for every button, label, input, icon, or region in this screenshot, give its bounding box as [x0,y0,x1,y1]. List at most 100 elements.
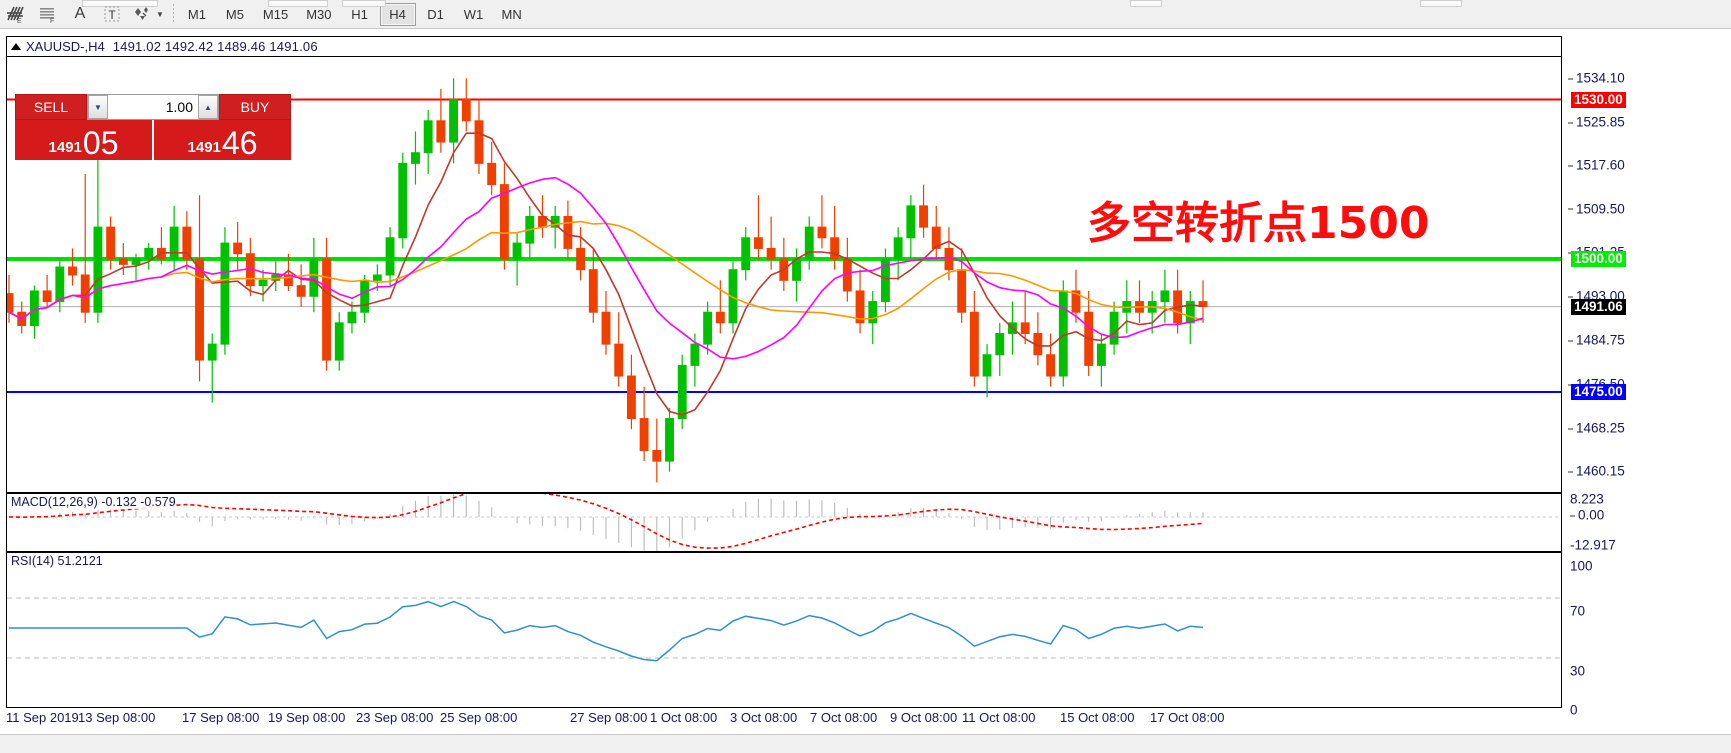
candle [601,290,611,355]
timeframe-m15[interactable]: M15 [262,6,289,22]
candle [1160,269,1170,323]
candle [1109,301,1119,355]
timeframe-mn[interactable]: MN [501,6,522,22]
timeframe-m30[interactable]: M30 [306,6,332,22]
toolbar-handle-right2[interactable] [1420,0,1462,7]
candle [1135,280,1144,323]
candle [855,269,865,334]
trade-panel-top: SELL ▼ 1.00 ▲ BUY [15,94,291,120]
candle [931,205,941,260]
candle [499,163,509,270]
volume-decrease-button[interactable]: ▼ [88,95,108,119]
toolbar-handle-mid[interactable] [268,0,328,7]
text-tool-icon[interactable]: A [74,5,86,22]
moving-average-ma-magenta [8,176,1204,360]
candle [93,152,103,323]
candle [411,131,420,185]
svg-text:F: F [50,18,54,24]
candle [982,344,992,398]
candle [1071,269,1081,323]
candle [1020,290,1030,345]
indicators-icon[interactable]: E [0,1,32,27]
buy-price-decimal: 46 [221,125,258,161]
candle [893,227,903,281]
sell-price-decimal: 05 [82,125,119,161]
candle [334,312,344,371]
timeframe-m1[interactable]: M1 [187,6,206,22]
price-tick: 1534.10 [1568,70,1625,85]
price-tick: 1517.60 [1568,158,1625,173]
objects-icon[interactable] [128,1,160,27]
candle [1033,312,1043,366]
status-strip [0,734,1731,753]
candle [42,275,52,307]
candle [474,99,484,174]
volume-increase-button[interactable]: ▲ [198,95,218,119]
toolbar-handle-right1[interactable] [1130,0,1162,7]
candle [7,275,14,323]
time-tick: 7 Oct 08:00 [810,710,878,725]
candle [220,227,230,355]
buy-price-display[interactable]: 1491 46 [154,120,291,160]
chart-annotation-text: 多空转折点1500 [1087,198,1430,249]
candle [423,110,433,174]
candle [995,322,1005,377]
candle [1185,290,1195,345]
candle [68,248,77,286]
fibonacci-grid-icon[interactable]: F [32,1,64,27]
toolbar-handle-left[interactable] [82,0,158,7]
time-tick: 13 Sep 08:00 [78,710,156,725]
sell-button[interactable]: SELL [15,94,87,120]
volume-stepper[interactable]: ▼ 1.00 ▲ [87,94,219,120]
macd-pane[interactable]: MACD(12,26,9) -0.132 -0.579 [7,493,1561,552]
candle [245,237,255,297]
chart-window[interactable]: XAUUSD-,H4 1491.02 1492.42 1489.46 1491.… [6,36,1562,708]
candle [779,237,789,291]
time-tick: 3 Oct 08:00 [730,710,798,725]
price-axis[interactable]: 1534.101525.851517.601509.501501.251493.… [1568,36,1731,718]
candle [106,216,116,270]
timeframe-w1[interactable]: W1 [463,6,484,22]
objects-dropdown-caret-icon[interactable]: ▼ [156,9,164,19]
toolbar-handle-tf[interactable] [342,0,386,7]
candle [665,407,674,472]
candle [347,301,357,334]
timeframe-h1[interactable]: H1 [351,6,368,22]
text-label-icon[interactable]: T [96,1,128,27]
candle [80,173,90,323]
candle [156,227,166,265]
timeframe-m5[interactable]: M5 [225,6,244,22]
candle [131,253,141,281]
candle [842,237,852,302]
one-click-trade-panel[interactable]: SELL ▼ 1.00 ▲ BUY 1491 05 1491 46 [15,94,291,160]
time-tick: 23 Sep 08:00 [356,710,434,725]
rsi-axis-tick: 0 [1570,702,1578,718]
timeframe-d1[interactable]: D1 [427,6,444,22]
candle [868,290,878,345]
candle [144,243,154,270]
buy-button[interactable]: BUY [219,94,291,120]
candle [296,264,306,307]
candle [1096,333,1106,387]
candle [969,290,979,387]
candle [1084,290,1094,377]
candle [461,78,471,132]
support-price-badge: 1475.00 [1571,383,1626,400]
time-axis[interactable]: 11 Sep 2019 13 Sep 08:00 17 Sep 08:00 19 Se… [0,710,1731,734]
timeframe-h4[interactable]: H4 [379,2,416,26]
price-tick: 1509.50 [1568,201,1625,216]
price-tick: 1484.75 [1568,333,1625,348]
macd-plot [7,494,1561,551]
sell-price-display[interactable]: 1491 05 [15,120,154,160]
candle [487,142,497,196]
candle [195,195,204,382]
rsi-axis-tick: 70 [1570,603,1586,619]
candle [766,216,776,270]
collapse-triangle-icon[interactable] [11,43,21,50]
volume-input[interactable]: 1.00 [165,99,193,115]
price-tick: 1525.85 [1568,114,1625,129]
toolbar-separator [172,4,174,24]
candle [55,259,65,313]
time-tick: 17 Oct 08:00 [1150,710,1225,725]
rsi-pane[interactable]: RSI(14) 51.2121 [7,552,1561,702]
